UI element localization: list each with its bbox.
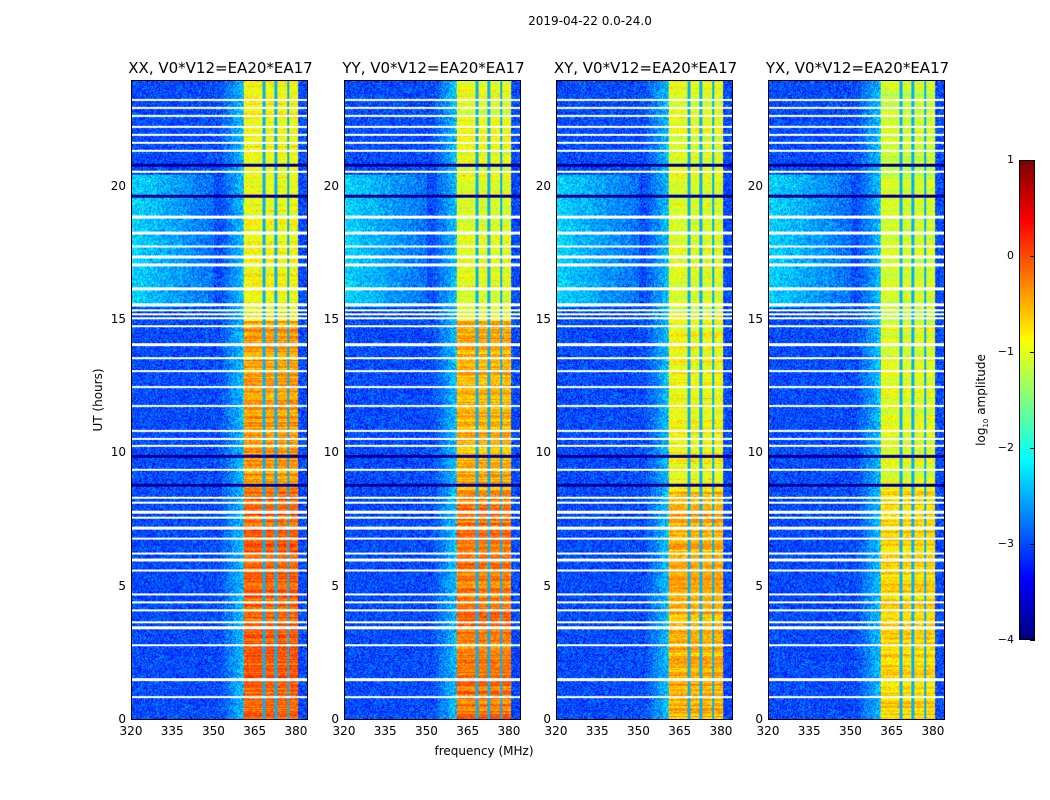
- colorbar-tick-label: 1: [1007, 153, 1014, 166]
- x-tick-label: 350: [415, 724, 438, 738]
- y-tick-label: 5: [331, 578, 339, 593]
- panel-title: XY, V0*V12=EA20*EA17: [553, 59, 738, 77]
- x-tick-label: 320: [756, 724, 780, 738]
- colorbar-tick-mark: [1030, 256, 1035, 257]
- colorbar-tick-mark: [1030, 640, 1035, 641]
- y-tick-label: 0: [543, 712, 551, 726]
- x-tick-label: 380: [284, 724, 308, 738]
- heatmap-image: [557, 81, 732, 719]
- x-tick-label: 350: [202, 724, 225, 738]
- x-tick-label: 335: [160, 724, 184, 738]
- y-tick-label: 20: [747, 178, 763, 193]
- y-tick-label: 10: [535, 445, 551, 460]
- x-tick-label: 350: [839, 724, 862, 738]
- y-tick-label: 5: [543, 578, 551, 593]
- colorbar: [1019, 160, 1035, 640]
- y-axis-label: UT (hours): [91, 368, 105, 432]
- colorbar-tick-mark: [1030, 448, 1035, 449]
- colorbar-tick-label: −1: [997, 345, 1014, 358]
- panel-title: XX, V0*V12=EA20*EA17: [128, 59, 313, 77]
- colorbar-tick-mark: [1030, 352, 1035, 353]
- y-tick-label: 15: [110, 312, 126, 326]
- colorbar-tick-mark: [1030, 544, 1035, 545]
- x-tick-label: 320: [544, 724, 568, 738]
- heatmap-image: [769, 81, 944, 719]
- x-tick-label: 320: [332, 724, 356, 738]
- waterfall-panel: YX, V0*V12=EA20*EA17: [766, 59, 949, 720]
- y-tick-label: 0: [331, 712, 339, 726]
- y-tick-label: 15: [747, 312, 763, 326]
- x-tick-label: 320: [119, 724, 143, 738]
- panel-title: YY, V0*V12=EA20*EA17: [342, 59, 525, 77]
- x-tick-label: 335: [585, 724, 609, 738]
- colorbar-label: log10 amplitude: [973, 354, 991, 446]
- waterfall-panel: YY, V0*V12=EA20*EA17: [342, 59, 525, 720]
- colorbar-tick-mark: [1030, 160, 1035, 161]
- y-tick-label: 15: [323, 312, 339, 326]
- y-tick-label: 20: [535, 178, 551, 193]
- colorbar-tick-label: −2: [997, 441, 1014, 454]
- panel-title: YX, V0*V12=EA20*EA17: [765, 59, 950, 77]
- heatmap-image: [345, 81, 520, 719]
- waterfall-panel: XY, V0*V12=EA20*EA17: [554, 59, 737, 720]
- figure-title: 2019-04-22 0.0-24.0: [528, 14, 652, 28]
- x-tick-label: 335: [373, 724, 397, 738]
- y-tick-label: 5: [755, 578, 763, 593]
- y-tick-label: 20: [110, 178, 126, 193]
- y-tick-label: 10: [323, 445, 339, 460]
- y-tick-label: 20: [323, 178, 339, 193]
- x-tick-label: 365: [243, 724, 267, 738]
- y-tick-label: 10: [110, 445, 126, 460]
- waterfall-panel: XX, V0*V12=EA20*EA17: [128, 59, 313, 720]
- y-tick-label: 15: [535, 312, 551, 326]
- x-tick-label: 335: [797, 724, 821, 738]
- colorbar-tick-label: −4: [997, 633, 1014, 646]
- x-axis-label: frequency (MHz): [434, 744, 534, 758]
- x-tick-label: 380: [709, 724, 733, 738]
- y-tick-label: 10: [747, 445, 763, 460]
- colorbar-tick-label: 0: [1007, 249, 1014, 262]
- x-tick-label: 365: [880, 724, 904, 738]
- colorbar-tick-label: −3: [997, 537, 1014, 550]
- x-tick-label: 365: [668, 724, 692, 738]
- y-tick-label: 0: [118, 712, 126, 726]
- x-tick-label: 380: [497, 724, 521, 738]
- y-tick-label: 0: [755, 712, 763, 726]
- y-tick-label: 5: [118, 578, 126, 593]
- x-tick-label: 380: [921, 724, 945, 738]
- heatmap-image: [132, 81, 307, 719]
- x-tick-label: 365: [456, 724, 480, 738]
- x-tick-label: 350: [627, 724, 650, 738]
